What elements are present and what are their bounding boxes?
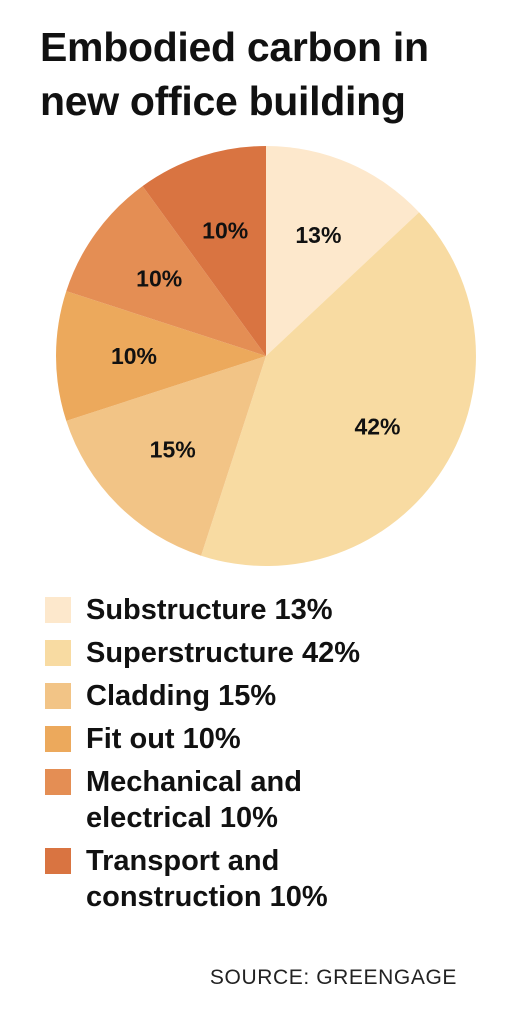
pie-slice-4 — [66, 186, 266, 356]
legend-item-2: Cladding 15% — [40, 678, 510, 714]
pie-slice-2 — [66, 356, 266, 556]
slice-label-0: 13% — [295, 222, 341, 248]
legend-label-5-0: Transport and — [86, 845, 280, 877]
chart-title: Embodied carbon in new office building — [40, 20, 510, 128]
chart-title-line-1: Embodied carbon in — [40, 24, 429, 70]
pie-slice-0 — [266, 146, 420, 356]
legend-swatch-1 — [45, 640, 71, 666]
legend-swatch-0 — [45, 597, 71, 623]
legend-item-0: Substructure 13% — [40, 592, 510, 628]
pie-slice-5 — [142, 146, 266, 356]
legend-swatch-3 — [45, 726, 71, 752]
slice-label-1: 42% — [354, 414, 400, 440]
legend-label-4-0: Mechanical and — [86, 766, 302, 798]
slice-label-3: 10% — [111, 343, 157, 369]
pie-slice-3 — [56, 291, 266, 421]
legend-swatch-5 — [45, 848, 71, 874]
pie-slice-1 — [201, 212, 476, 566]
legend-item-1: Superstructure 42% — [40, 635, 510, 671]
legend-item-3: Fit out 10% — [40, 721, 510, 757]
legend-label-2-0: Cladding 15% — [86, 680, 277, 712]
slice-label-5: 10% — [202, 218, 248, 244]
legend-label-4-1: electrical 10% — [86, 802, 278, 834]
source-credit: SOURCE: GREENGAGE — [209, 966, 457, 989]
legend-label-0-0: Substructure 13% — [86, 594, 333, 626]
legend-swatch-2 — [45, 683, 71, 709]
chart-legend: Substructure 13% Superstructure 42% Claddi… — [40, 592, 510, 922]
chart-title-line-2: new office building — [40, 78, 406, 124]
slice-label-2: 15% — [150, 436, 196, 462]
legend-item-4: Mechanical and electrical 10% — [40, 764, 510, 836]
legend-item-5: Transport and construction 10% — [40, 843, 510, 915]
legend-label-1-0: Superstructure 42% — [86, 637, 360, 669]
legend-label-5-1: construction 10% — [86, 881, 328, 913]
legend-swatch-4 — [45, 769, 71, 795]
slice-label-4: 10% — [136, 265, 182, 291]
legend-label-3-0: Fit out 10% — [86, 723, 241, 755]
